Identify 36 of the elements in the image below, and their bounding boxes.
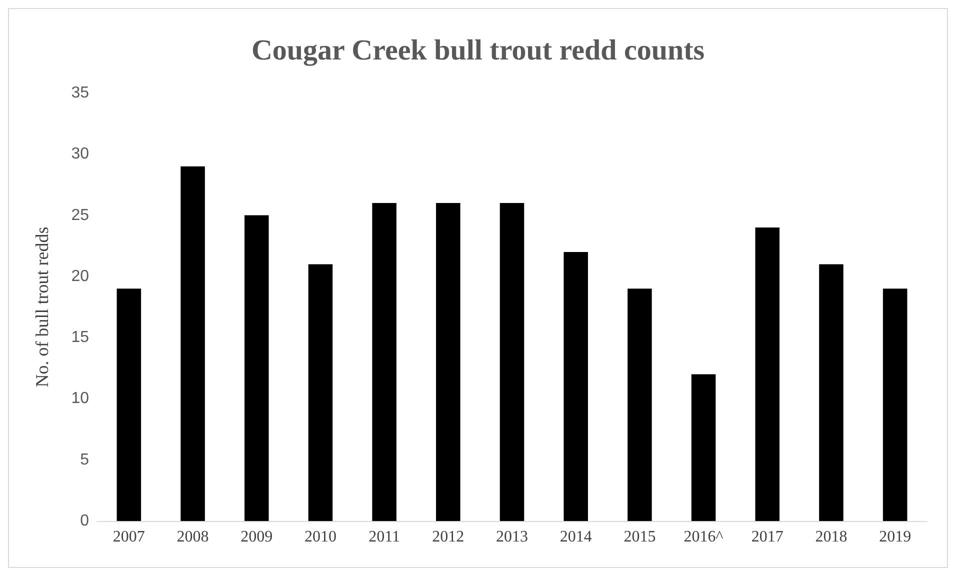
x-tick-label: 2010 [304, 528, 336, 546]
y-tick-label: 10 [71, 390, 90, 408]
bar [116, 288, 142, 521]
bar [755, 228, 780, 521]
x-tick-label: 2016^ [684, 528, 724, 546]
bar [564, 252, 588, 521]
x-tick-label: 2011 [368, 528, 400, 546]
y-tick-label: 0 [80, 512, 90, 530]
bar [882, 288, 908, 521]
x-tick-label: 2008 [176, 528, 209, 546]
bar [244, 215, 269, 521]
y-tick-label: 25 [71, 206, 90, 224]
x-tick-label: 2012 [432, 528, 464, 546]
y-tick-label: 15 [71, 329, 90, 346]
y-tick-label: 30 [71, 146, 90, 163]
bar [308, 264, 333, 521]
x-tick-label: 2013 [496, 528, 528, 546]
x-tick-label: 2017 [751, 528, 784, 546]
x-tick-label: 2009 [240, 528, 273, 546]
x-tick-label: 2007 [112, 528, 145, 546]
chart-title: Cougar Creek bull trout redd counts [251, 34, 705, 66]
bar [500, 203, 524, 521]
bar [628, 288, 652, 521]
bar [180, 166, 205, 521]
x-tick-label: 2015 [624, 528, 656, 546]
y-axis-title: No. of bull trout redds [32, 226, 52, 388]
x-tick-label: 2018 [815, 528, 848, 546]
bar [372, 203, 396, 521]
y-tick-label: 5 [80, 451, 90, 468]
y-tick-label: 35 [71, 84, 90, 102]
bar [819, 264, 844, 521]
x-tick-label: 2014 [560, 528, 592, 546]
y-tick-label: 20 [71, 268, 90, 285]
bar [436, 203, 460, 521]
x-tick-label: 2019 [879, 528, 912, 546]
bar [691, 374, 716, 521]
